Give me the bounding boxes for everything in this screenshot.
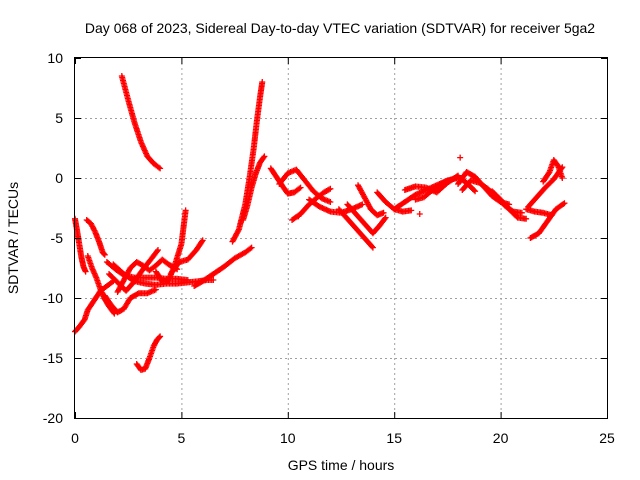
data-point [154,248,161,255]
x-tick-label: 5 [178,430,186,446]
data-point [156,334,163,341]
y-tick-label: 0 [55,170,63,186]
data-point [416,211,423,217]
data-series [240,153,268,223]
data-series [416,211,423,217]
data-point [380,209,387,216]
y-axis-label: SDTVAR / TECUs [5,182,21,294]
data-point [296,185,303,192]
axis-ticks: 0 5 10 15 20 25 -20 -15 -10 -5 0 5 10 [43,50,615,446]
y-tick-label: -15 [43,350,63,366]
x-tick-label: 0 [71,430,79,446]
data-series [540,157,566,185]
x-tick-label: 15 [386,430,402,446]
data-series [457,154,464,161]
data-point [518,209,525,216]
data-point [198,238,205,245]
data-point [326,186,333,193]
x-tick-label: 25 [599,430,615,446]
data-series [118,73,164,172]
data-point [199,237,206,244]
data-point [235,227,242,234]
data-point [154,247,161,253]
data-point [297,184,304,191]
data-point [295,213,302,220]
data-series [335,206,376,251]
x-tick-label: 20 [493,430,509,446]
y-tick-label: 10 [47,50,63,66]
data-point [260,154,267,161]
data-point [369,244,376,251]
data-series [355,182,387,219]
plot-frame [74,57,608,419]
data-point [408,207,415,214]
data-point [359,201,366,208]
y-tick-label: -20 [43,410,63,426]
y-tick-label: -5 [51,230,64,246]
data-series [84,253,118,317]
x-tick-label: 10 [280,430,296,446]
data-point [327,199,334,205]
data-point [101,251,108,258]
data-point [261,153,268,160]
data-series [72,278,117,335]
data-point [561,200,568,207]
data-point [471,187,477,194]
data-point [210,277,217,283]
data-point [247,245,254,252]
data-point [155,164,162,171]
data-series [344,201,389,237]
data-series [412,173,479,203]
grid [75,58,607,418]
data-series [489,188,530,222]
chart-title: Day 068 of 2023, Sidereal Day-to-day VTE… [85,20,595,36]
data-point [101,251,108,257]
data-point [327,185,334,192]
data-point [82,268,89,275]
data-series [106,247,161,294]
data-point [259,79,266,85]
data-point [523,215,530,222]
y-tick-label: -10 [43,290,63,306]
data-point [559,175,566,181]
data-point [157,165,164,172]
data-point [182,207,189,214]
data-point [560,201,567,208]
plot-data [72,73,568,373]
data-point [548,212,555,219]
data-series [167,237,206,277]
data-series [295,213,302,220]
x-axis-label: GPS time / hours [288,457,395,473]
data-point [457,154,464,161]
data-point [382,214,389,221]
data-series [83,217,108,258]
data-point [368,243,375,250]
data-series [191,244,255,289]
data-point [381,215,388,222]
data-point [157,333,164,340]
data-point [472,188,479,195]
data-point [248,244,255,251]
data-series [133,333,164,373]
data-series [523,206,555,219]
data-point [545,170,552,177]
data-series [72,215,89,275]
y-tick-label: 5 [55,110,63,126]
